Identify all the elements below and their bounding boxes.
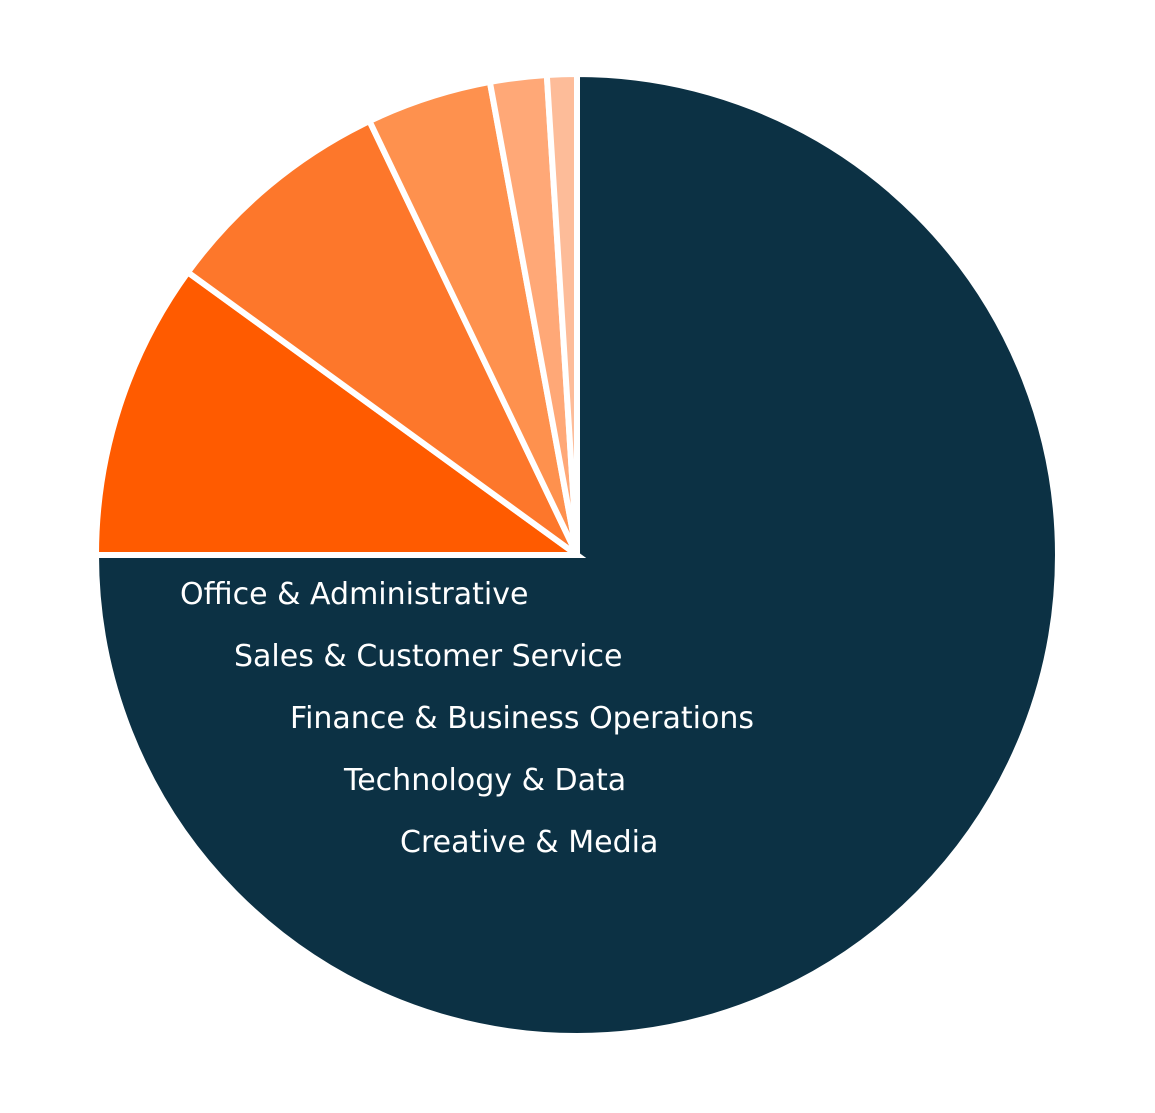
label-finance-business-operations: Finance & Business Operations [290, 701, 754, 736]
label-technology-data: Technology & Data [343, 763, 626, 798]
pie-slices [92, 70, 1061, 1039]
label-office-administrative: Office & Administrative [180, 577, 528, 612]
pie-slice-sales-customer-service [183, 117, 580, 558]
label-creative-media: Creative & Media [400, 825, 658, 860]
label-sales-customer-service: Sales & Customer Service [234, 639, 622, 674]
pie-slice-creative-media [543, 70, 580, 556]
pie-slice-main [92, 70, 1061, 1039]
pie-slice-office-administrative [92, 268, 587, 558]
pie-labels: Office & Administrative Sales & Customer… [180, 577, 754, 860]
